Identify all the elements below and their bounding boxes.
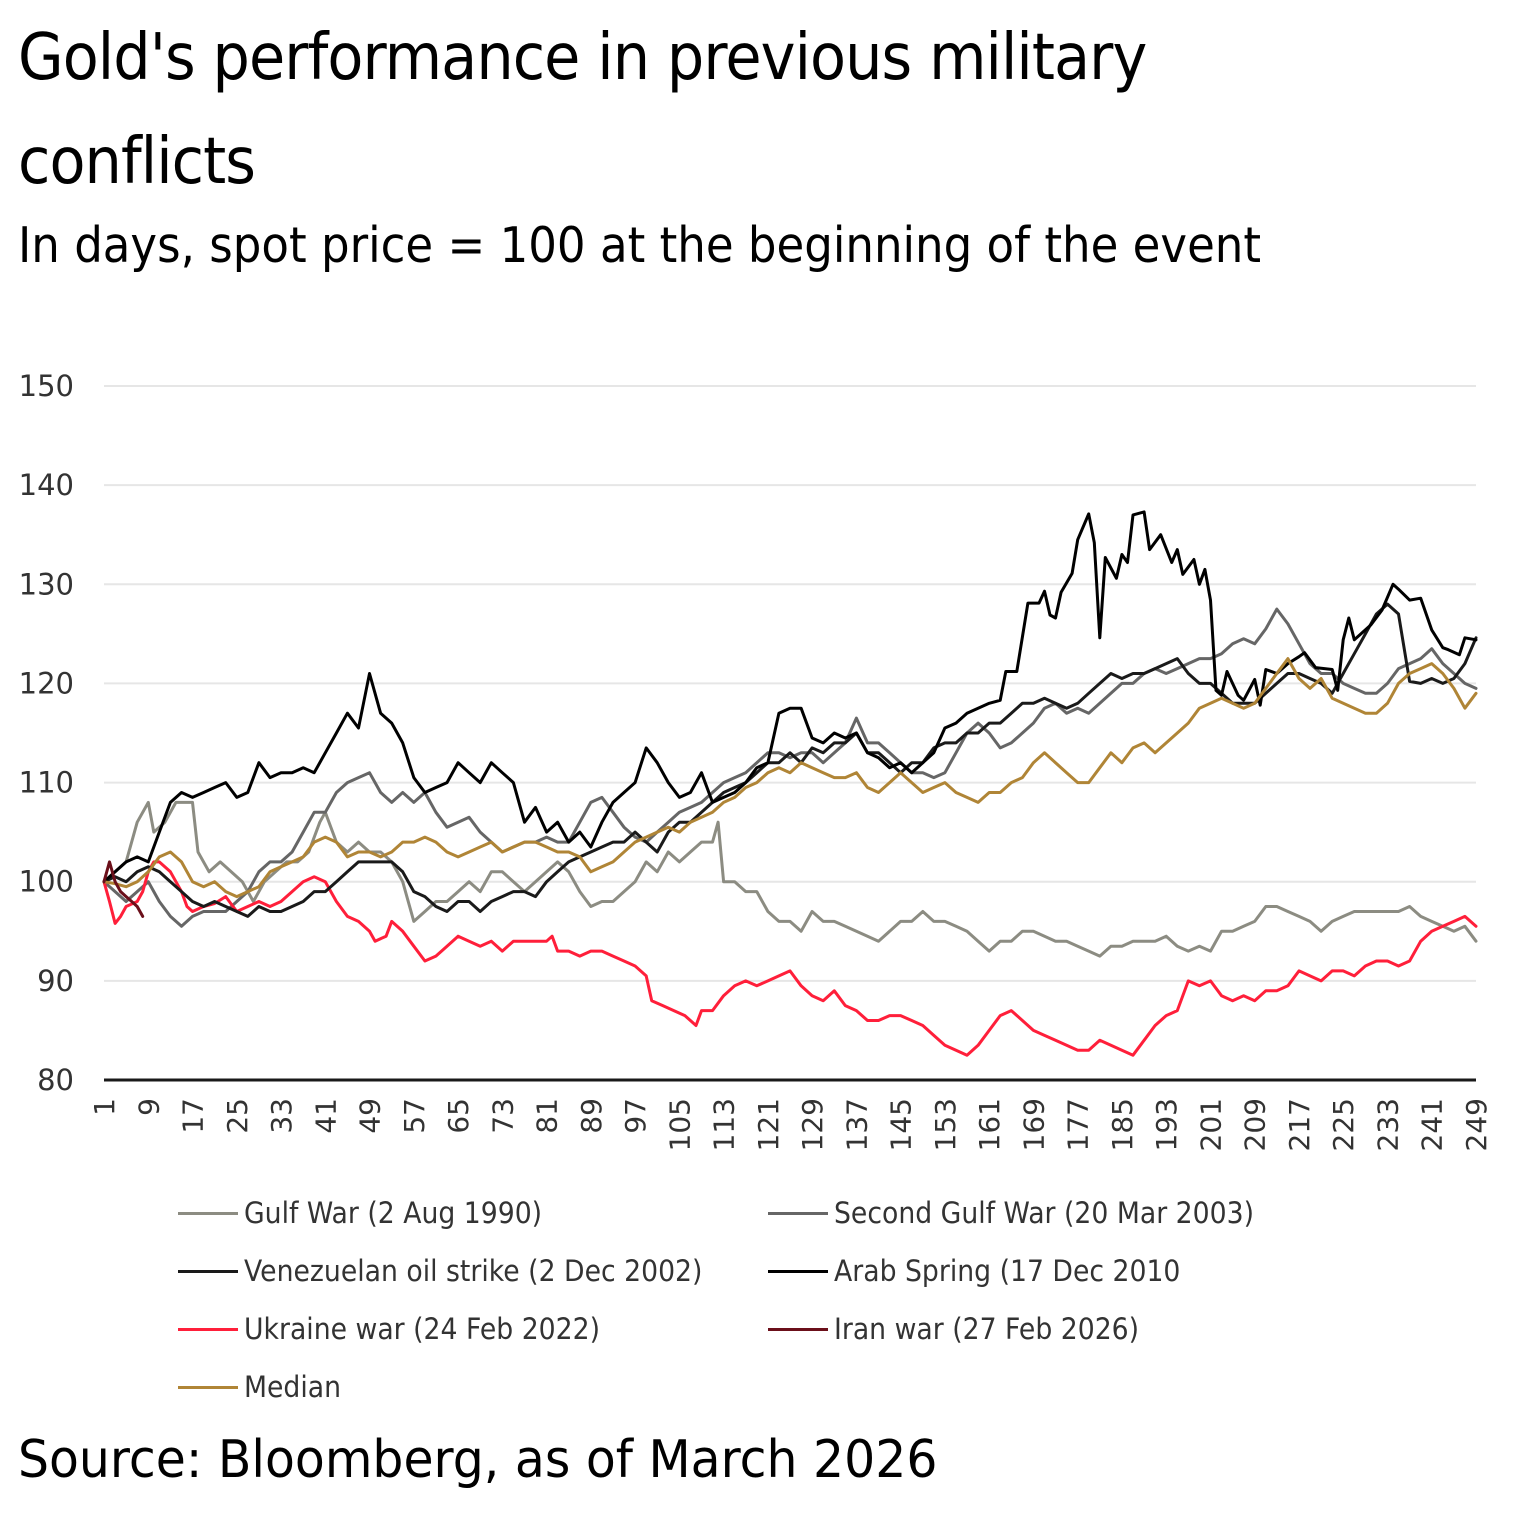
gridlines xyxy=(104,385,1476,982)
x-tick-label: 121 xyxy=(752,1098,785,1151)
legend-swatch xyxy=(178,1327,238,1331)
legend-swatch xyxy=(768,1269,828,1273)
x-tick-label: 241 xyxy=(1416,1098,1449,1151)
series-line-median xyxy=(102,657,1478,899)
x-tick-label: 113 xyxy=(708,1098,741,1151)
x-tick-label: 137 xyxy=(840,1098,873,1151)
x-tick-label: 57 xyxy=(398,1098,431,1134)
y-axis-ticks: 80 90 100 110 120 130 140 150 xyxy=(19,369,74,1097)
x-tick-label: 225 xyxy=(1327,1098,1360,1151)
legend-swatch xyxy=(768,1327,828,1331)
x-tick-label: 233 xyxy=(1371,1098,1404,1151)
series-lines xyxy=(102,510,1478,1057)
series-line-arab-spring-17-dec-2010 xyxy=(102,510,1478,884)
x-tick-label: 153 xyxy=(929,1098,962,1151)
x-tick-label: 217 xyxy=(1283,1098,1316,1151)
x-tick-label: 129 xyxy=(796,1098,829,1151)
x-tick-label: 177 xyxy=(1062,1098,1095,1151)
legend-item: Gulf War (2 Aug 1990) xyxy=(178,1188,568,1238)
legend-label: Second Gulf War (20 Mar 2003) xyxy=(834,1196,1254,1230)
source-note: Source: Bloomberg, as of March 2026 xyxy=(18,1430,938,1490)
legend-swatch xyxy=(768,1211,828,1215)
line-chart: 80 90 100 110 120 130 140 150 1 9 17 25 33 41 49 57 65 7… xyxy=(19,369,1493,1151)
x-axis-ticks: 1 9 17 25 33 41 49 57 65 73 81 89 97 105 113 121 129 137 1… xyxy=(88,1098,1493,1151)
x-tick-label: 201 xyxy=(1194,1098,1227,1151)
x-tick-label: 17 xyxy=(177,1098,210,1134)
series-line-iran-war-27-feb-2026 xyxy=(102,860,145,918)
x-tick-label: 161 xyxy=(973,1098,1006,1151)
legend-label: Ukraine war (24 Feb 2022) xyxy=(244,1312,601,1346)
legend-label: Median xyxy=(244,1370,342,1404)
y-tick-label: 150 xyxy=(19,369,74,403)
x-tick-label: 249 xyxy=(1460,1098,1493,1151)
legend-item: Second Gulf War (20 Mar 2003) xyxy=(768,1188,1291,1238)
legend-label: Venezuelan oil strike (2 Dec 2002) xyxy=(244,1254,703,1288)
legend-label: Iran war (27 Feb 2026) xyxy=(834,1312,1140,1346)
series-line-venezuelan-oil-strike-2-dec-2002 xyxy=(102,602,1478,918)
legend-swatch xyxy=(178,1269,238,1273)
series-line-ukraine-war-24-feb-2022 xyxy=(102,860,1478,1057)
legend-label: Arab Spring (17 Dec 2010 xyxy=(834,1254,1181,1288)
y-tick-label: 80 xyxy=(37,1063,74,1097)
x-tick-label: 33 xyxy=(265,1098,298,1134)
x-tick-label: 41 xyxy=(309,1098,342,1134)
legend-item: Median xyxy=(178,1362,349,1412)
x-tick-label: 145 xyxy=(885,1098,918,1151)
y-tick-label: 90 xyxy=(37,964,74,998)
legend-item: Arab Spring (17 Dec 2010 xyxy=(768,1246,1211,1296)
y-tick-label: 130 xyxy=(19,567,74,601)
x-tick-label: 185 xyxy=(1106,1098,1139,1151)
x-tick-label: 81 xyxy=(531,1098,564,1134)
x-tick-label: 97 xyxy=(619,1098,652,1134)
legend-item: Ukraine war (24 Feb 2022) xyxy=(178,1304,631,1354)
x-tick-label: 49 xyxy=(354,1098,387,1134)
legend-swatch xyxy=(178,1211,238,1215)
x-tick-label: 209 xyxy=(1239,1098,1272,1151)
legend-label: Gulf War (2 Aug 1990) xyxy=(244,1196,543,1230)
legend-item: Venezuelan oil strike (2 Dec 2002) xyxy=(178,1246,742,1296)
chart-title: Gold's performance in previous military … xyxy=(18,21,1147,199)
x-tick-label: 1 xyxy=(88,1098,121,1116)
x-tick-label: 9 xyxy=(132,1098,165,1116)
legend-item: Iran war (27 Feb 2026) xyxy=(768,1304,1166,1354)
x-tick-label: 89 xyxy=(575,1098,608,1134)
x-tick-label: 25 xyxy=(221,1098,254,1134)
x-tick-label: 73 xyxy=(486,1098,519,1134)
x-tick-label: 193 xyxy=(1150,1098,1183,1151)
y-tick-label: 110 xyxy=(19,766,74,800)
y-tick-label: 140 xyxy=(19,468,74,502)
x-tick-label: 169 xyxy=(1017,1098,1050,1151)
x-tick-label: 65 xyxy=(442,1098,475,1134)
x-tick-label: 105 xyxy=(663,1098,696,1151)
series-line-second-gulf-war-20-mar-2003 xyxy=(102,607,1478,928)
y-tick-label: 120 xyxy=(19,666,74,700)
chart-subtitle: In days, spot price = 100 at the beginni… xyxy=(18,217,1262,274)
y-tick-label: 100 xyxy=(19,865,74,899)
legend-swatch xyxy=(178,1385,238,1389)
